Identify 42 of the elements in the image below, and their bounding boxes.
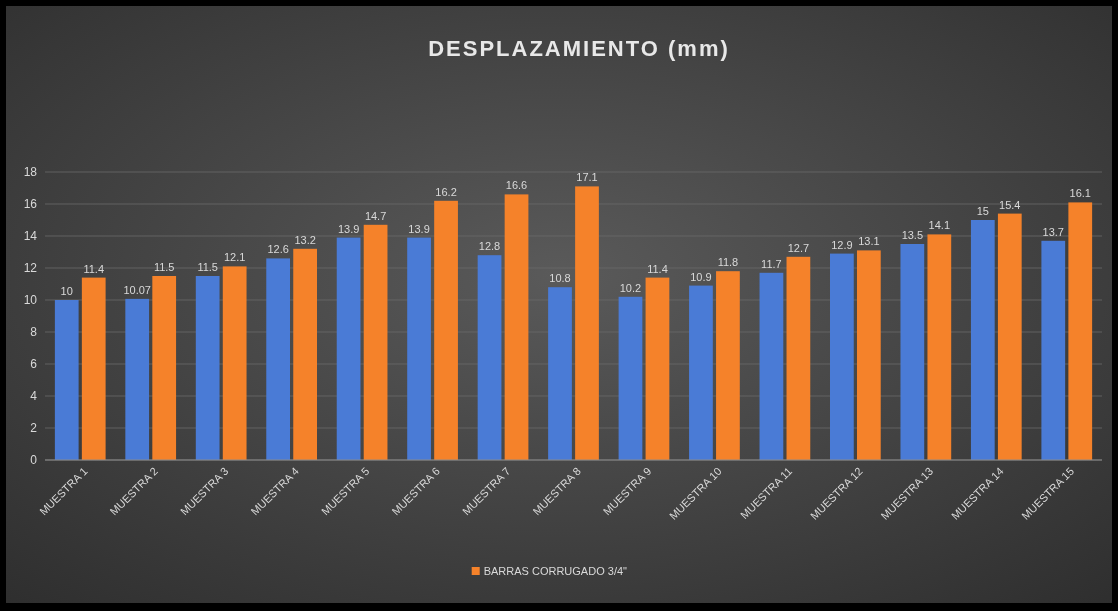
y-tick-label: 6: [30, 357, 38, 371]
data-label: 12.8: [478, 240, 501, 253]
y-tick-label: 12: [23, 261, 38, 275]
data-label: 13.9: [337, 222, 360, 235]
data-label: 13.1: [858, 235, 880, 248]
data-label: 10.2: [619, 281, 642, 294]
data-label: 16.2: [435, 185, 457, 198]
data-label: 13.9: [408, 222, 430, 235]
data-label: 17.1: [576, 171, 598, 184]
data-label: 13.2: [294, 233, 316, 246]
y-tick-label: 0: [30, 453, 38, 467]
data-label: 11.5: [153, 261, 175, 273]
data-label: 15: [976, 205, 989, 217]
data-label: 15.4: [999, 198, 1021, 211]
y-tick-label: 14: [23, 229, 38, 243]
data-label: 10.8: [549, 272, 571, 285]
data-label: 13.7: [1042, 225, 1064, 238]
data-label: 12.1: [223, 251, 246, 264]
data-label: 11.5: [197, 261, 218, 273]
data-label: 16.1: [1069, 187, 1091, 200]
legend-label: BARRAS CORRUGADO 3/4": [483, 565, 628, 577]
data-label: 11.4: [647, 262, 668, 275]
data-label: 10.9: [690, 270, 712, 283]
data-label: 14.7: [364, 209, 387, 222]
y-tick-label: 18: [23, 165, 38, 179]
data-label: 11.8: [717, 256, 739, 269]
data-label: 12.7: [787, 241, 810, 254]
y-tick-label: 16: [23, 197, 38, 211]
y-tick-label: 2: [30, 421, 38, 435]
data-label: 16.6: [505, 179, 528, 192]
y-tick-label: 10: [23, 293, 38, 307]
data-label: 10.07: [123, 283, 151, 296]
y-tick-label: 8: [30, 325, 38, 339]
data-label: 12.9: [831, 238, 853, 251]
data-label: 14.1: [928, 219, 951, 232]
data-label: 12.6: [267, 243, 289, 256]
data-label: 10: [60, 285, 73, 297]
chart-title: DESPLAZAMIENTO (mm): [428, 36, 730, 61]
y-tick-label: 4: [30, 389, 38, 403]
data-label: 11.7: [761, 257, 782, 270]
data-label: 11.4: [83, 262, 105, 275]
data-label: 13.5: [901, 229, 924, 241]
